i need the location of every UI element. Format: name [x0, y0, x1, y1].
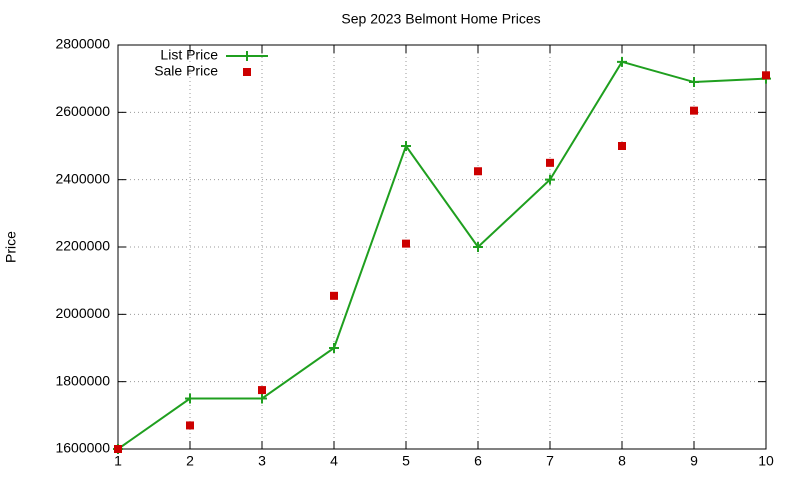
data-point [545, 174, 555, 185]
data-point [258, 386, 266, 395]
x-tick-label: 8 [618, 453, 626, 469]
y-tick-label: 1800000 [55, 372, 110, 388]
y-axis-label: Price [3, 231, 19, 263]
data-point [402, 239, 410, 248]
data-point [546, 158, 554, 167]
x-tick-label: 3 [258, 453, 266, 469]
data-point [762, 71, 770, 80]
x-tick-label: 5 [402, 453, 410, 469]
plot-border [117, 44, 767, 450]
data-point [185, 393, 195, 404]
x-tick-label: 9 [690, 453, 698, 469]
x-tick-label: 6 [474, 453, 482, 469]
x-tick-label: 4 [330, 453, 338, 469]
data-point [473, 242, 483, 252]
y-tick-label: 2200000 [55, 238, 110, 254]
data-point [689, 77, 699, 88]
legend-label: List Price [160, 47, 218, 63]
data-point [330, 291, 338, 300]
y-tick-label: 1600000 [55, 440, 110, 456]
y-tick-label: 2800000 [55, 36, 110, 52]
data-point [329, 343, 339, 353]
data-point [618, 142, 626, 150]
legend-swatch [242, 51, 252, 61]
data-point [186, 421, 194, 430]
data-point [401, 141, 411, 151]
x-tick-label: 1 [114, 453, 122, 469]
y-tick-label: 2400000 [55, 170, 110, 186]
data-point [690, 106, 698, 115]
data-point [114, 445, 122, 453]
y-tick-label: 2600000 [55, 103, 110, 119]
chart-title: Sep 2023 Belmont Home Prices [341, 11, 540, 27]
legend-label: Sale Price [154, 63, 218, 79]
data-point [617, 56, 627, 67]
x-tick-label: 10 [758, 453, 774, 469]
data-line [117, 60, 767, 450]
y-tick-label: 2000000 [55, 305, 110, 321]
data-point [257, 393, 267, 404]
legend-swatch [243, 68, 251, 76]
data-point [474, 167, 482, 176]
x-tick-label: 7 [546, 453, 554, 469]
x-tick-label: 2 [186, 453, 194, 469]
